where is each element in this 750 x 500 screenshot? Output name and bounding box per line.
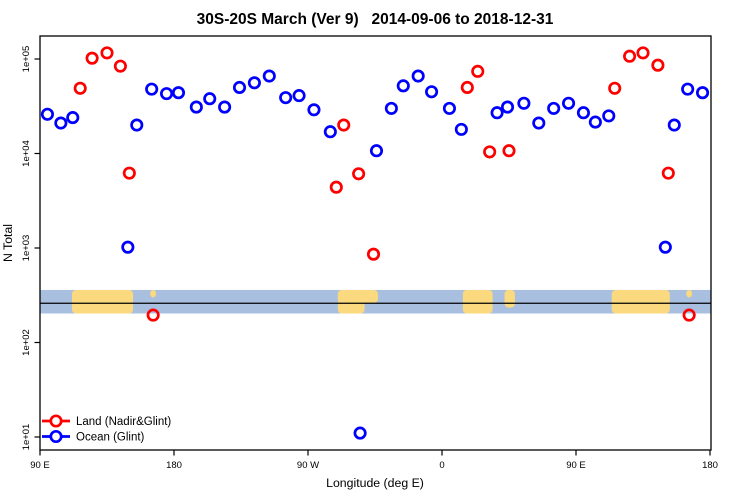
y-tick-label: 1e+04: [21, 140, 32, 167]
legend-marker: [49, 414, 63, 428]
data-point-ocean: [384, 101, 398, 115]
data-point-land: [608, 81, 622, 95]
y-tick-label: 1e+03: [21, 235, 32, 262]
data-point-land: [651, 58, 665, 72]
data-point-ocean: [667, 118, 681, 132]
data-point-land: [636, 46, 650, 60]
legend-marker: [49, 429, 63, 444]
data-point-ocean: [145, 82, 159, 96]
data-point-land: [73, 81, 87, 95]
data-point-ocean: [547, 101, 561, 115]
data-point-ocean: [279, 91, 293, 105]
plot-content: 90 E 180 90 W 0 90 E 180 1e+01 1e+02 1e+03 1e+04 1…: [21, 35, 718, 471]
data-point-ocean: [500, 100, 515, 114]
data-point-land: [337, 118, 351, 132]
data-point-ocean: [247, 76, 261, 90]
data-point-land: [483, 145, 497, 159]
data-point-ocean: [171, 86, 186, 100]
data-point-ocean: [353, 426, 367, 440]
data-point-ocean: [602, 109, 616, 123]
map-band-land-patch: [337, 298, 365, 314]
data-point-land: [85, 51, 99, 65]
x-tick-label: 90 W: [297, 460, 319, 471]
data-point-ocean: [517, 96, 531, 110]
data-point-land: [366, 247, 381, 261]
y-axis-label: N Total: [1, 224, 15, 262]
x-tick-label: 0: [439, 460, 444, 471]
y-tick-label: 1e+05: [21, 46, 32, 73]
data-point-ocean: [490, 106, 504, 120]
data-point-ocean: [323, 125, 337, 139]
data-point-land: [100, 46, 114, 60]
data-point-land: [682, 308, 696, 322]
map-band-land-patch: [611, 289, 670, 314]
plot-box: [39, 35, 712, 451]
chart-title: 30S-20S March (Ver 9) 2014-09-06 to 2018…: [197, 11, 554, 28]
data-point-ocean: [425, 85, 439, 99]
data-point-ocean: [562, 96, 576, 110]
data-point-land: [502, 144, 516, 158]
x-tick-label: 90 E: [566, 460, 586, 471]
data-point-ocean: [54, 116, 68, 130]
data-point-ocean: [576, 106, 590, 120]
data-point-ocean: [658, 240, 672, 254]
map-band-land-patch: [72, 289, 134, 314]
data-point-ocean: [121, 240, 135, 254]
map-band-land-patch: [504, 289, 515, 308]
x-axis-label: Longitude (deg E): [326, 476, 424, 490]
data-point-ocean: [454, 122, 468, 136]
data-point-land: [146, 308, 160, 322]
x-tick-label: 180: [702, 460, 718, 471]
data-point-land: [352, 167, 366, 181]
map-band-land-patch: [150, 289, 157, 298]
map-band-land-patch: [686, 289, 693, 298]
data-point-ocean: [369, 144, 384, 158]
y-tick-label: 1e+02: [21, 329, 32, 356]
map-band-land-patch: [462, 289, 493, 314]
data-point-ocean: [218, 100, 232, 114]
data-point-ocean: [40, 107, 54, 121]
data-point-ocean: [66, 111, 80, 125]
data-point-land: [471, 64, 485, 78]
data-point-ocean: [411, 69, 425, 83]
data-point-ocean: [588, 115, 602, 129]
data-point-ocean: [130, 118, 144, 132]
data-point-ocean: [262, 69, 276, 83]
data-point-ocean: [396, 79, 410, 93]
data-point-land: [329, 180, 343, 194]
data-point-land: [113, 59, 127, 73]
x-tick-label: 180: [166, 460, 182, 471]
data-point-ocean: [189, 100, 203, 114]
data-point-ocean: [307, 103, 321, 117]
data-point-ocean: [532, 116, 546, 130]
data-point-ocean: [232, 80, 247, 94]
data-point-land: [460, 80, 474, 94]
data-point-ocean: [696, 86, 710, 100]
x-tick-label: 90 E: [30, 460, 50, 471]
y-tick-label: 1e+01: [21, 424, 32, 451]
data-point-ocean: [160, 87, 174, 101]
data-point-land: [661, 166, 675, 180]
data-point-ocean: [442, 101, 456, 115]
data-point-ocean: [681, 82, 695, 96]
legend-label: Land (Nadir&Glint): [76, 416, 171, 428]
data-point-ocean: [203, 92, 217, 106]
legend-label: Ocean (Glint): [76, 432, 145, 444]
data-point-land: [122, 166, 136, 180]
data-point-land: [623, 49, 637, 63]
data-point-ocean: [292, 89, 306, 103]
